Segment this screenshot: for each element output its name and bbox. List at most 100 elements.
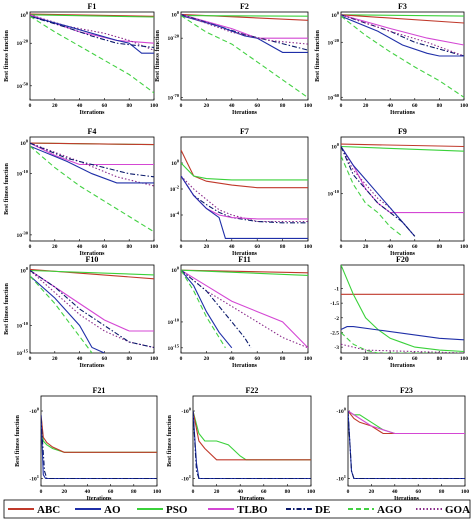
plot-frame: [40, 395, 158, 487]
x-tick-label: 20: [52, 244, 58, 250]
legend-label: TLBO: [237, 504, 268, 516]
plot-frame: [180, 136, 309, 242]
x-tick-label: 100: [307, 489, 316, 495]
series-line-ao: [30, 15, 154, 54]
plot-frame: [180, 11, 309, 101]
x-tick-label: 0: [180, 356, 183, 362]
x-tick-label: 40: [85, 489, 91, 495]
panel-title: F1: [88, 2, 97, 11]
y-axis-label: Best fitness function: [167, 415, 173, 467]
series-line-ao: [181, 269, 233, 349]
y-tick-label: 100: [171, 159, 180, 168]
y-tick-label: 10-70: [168, 93, 180, 102]
panel-f23: F23 0 20 40 60 80 100 -100 -101 Iterations: [336, 386, 469, 502]
legend-label: DE: [315, 504, 330, 516]
series-line-de: [341, 14, 464, 57]
x-tick-label: 80: [126, 103, 132, 109]
series-group: [348, 410, 465, 480]
series-line-abc: [30, 13, 154, 17]
x-tick-label: 0: [40, 489, 43, 495]
y-tick-label: -2.5: [330, 330, 339, 336]
legend-label: AGO: [377, 504, 403, 516]
x-tick-label: 40: [229, 244, 235, 250]
x-tick-label: 100: [150, 103, 159, 109]
x-tick-label: 60: [412, 356, 418, 362]
plot-frame: [340, 264, 465, 354]
series-line-ago: [341, 332, 464, 353]
series-line-pso: [181, 15, 308, 17]
y-tick-label: 100: [20, 266, 29, 275]
x-tick-label: 80: [437, 356, 443, 362]
x-tick-label: 100: [153, 489, 162, 495]
x-tick-label: 20: [52, 356, 58, 362]
series-line-ago: [341, 15, 464, 98]
y-tick-label: -1.5: [330, 301, 339, 307]
x-tick-label: 100: [460, 103, 469, 109]
y-axis-label: Best fitness function: [4, 283, 10, 335]
y-tick-label: 10-4: [170, 211, 180, 220]
x-tick-label: 80: [131, 489, 137, 495]
series-line-de: [181, 269, 252, 349]
x-tick-label: 100: [304, 103, 313, 109]
x-tick-label: 0: [340, 356, 343, 362]
series-group: [341, 143, 464, 237]
panel-f9: F9 0 20 40 60 80 100 100 10-10 Iterations: [328, 127, 469, 257]
x-tick-label: 60: [412, 103, 418, 109]
x-tick-label: 20: [204, 244, 210, 250]
x-axis-label: Iterations: [87, 496, 113, 502]
series-line-pso: [341, 14, 464, 17]
y-tick-label: 10-10: [17, 169, 29, 178]
series-line-abc: [181, 149, 308, 189]
panel-title: F21: [93, 386, 106, 395]
y-tick-label: -100: [29, 407, 39, 416]
series-line-ao: [341, 15, 464, 57]
series-line-abc: [193, 410, 311, 461]
y-axis-label: Best fitness function: [315, 30, 321, 82]
x-tick-label: 40: [77, 244, 83, 250]
legend-item-ao: AO: [75, 504, 121, 516]
legend-label: PSO: [166, 504, 188, 516]
series-group: [181, 149, 308, 239]
x-tick-label: 0: [180, 244, 183, 250]
panel-title: F20: [396, 255, 409, 264]
y-tick-label: 10-50: [17, 81, 29, 90]
panel-title: F2: [240, 2, 249, 11]
x-tick-label: 60: [412, 244, 418, 250]
x-tick-label: 80: [280, 103, 286, 109]
series-line-de: [341, 146, 416, 237]
x-axis-label: Iterations: [394, 496, 420, 502]
x-tick-label: 60: [415, 489, 421, 495]
y-tick-label: 10-20: [168, 34, 180, 43]
x-tick-label: 0: [340, 244, 343, 250]
series-line-tlbo: [30, 142, 154, 166]
series-line-ao: [41, 414, 157, 480]
y-tick-label: 100: [171, 266, 180, 275]
series-group: [341, 14, 464, 98]
series-line-ago: [30, 145, 154, 233]
series-line-de: [30, 270, 154, 349]
panel-title: F23: [400, 386, 413, 395]
x-axis-label: Iterations: [232, 251, 258, 257]
x-tick-label: 100: [460, 356, 469, 362]
series-line-ao: [181, 15, 308, 53]
y-tick-label: 10-15: [17, 349, 29, 358]
x-tick-label: 0: [29, 356, 32, 362]
legend-frame: [3, 499, 471, 519]
x-tick-label: 0: [29, 103, 32, 109]
x-tick-label: 100: [460, 244, 469, 250]
x-tick-label: 40: [387, 356, 393, 362]
x-tick-label: 20: [363, 356, 369, 362]
x-tick-label: 40: [237, 489, 243, 495]
x-tick-label: 20: [61, 489, 67, 495]
x-tick-label: 80: [126, 356, 132, 362]
series-group: [181, 13, 308, 99]
y-tick-label: 10-2: [170, 185, 180, 194]
x-tick-label: 20: [204, 356, 210, 362]
series-line-ao: [30, 145, 154, 184]
series-line-ago: [30, 15, 154, 94]
x-tick-label: 40: [229, 103, 235, 109]
series-line-pso: [181, 269, 308, 276]
panel-title: F4: [88, 127, 97, 136]
x-tick-label: 60: [102, 103, 108, 109]
y-tick-label: -101: [29, 474, 39, 483]
